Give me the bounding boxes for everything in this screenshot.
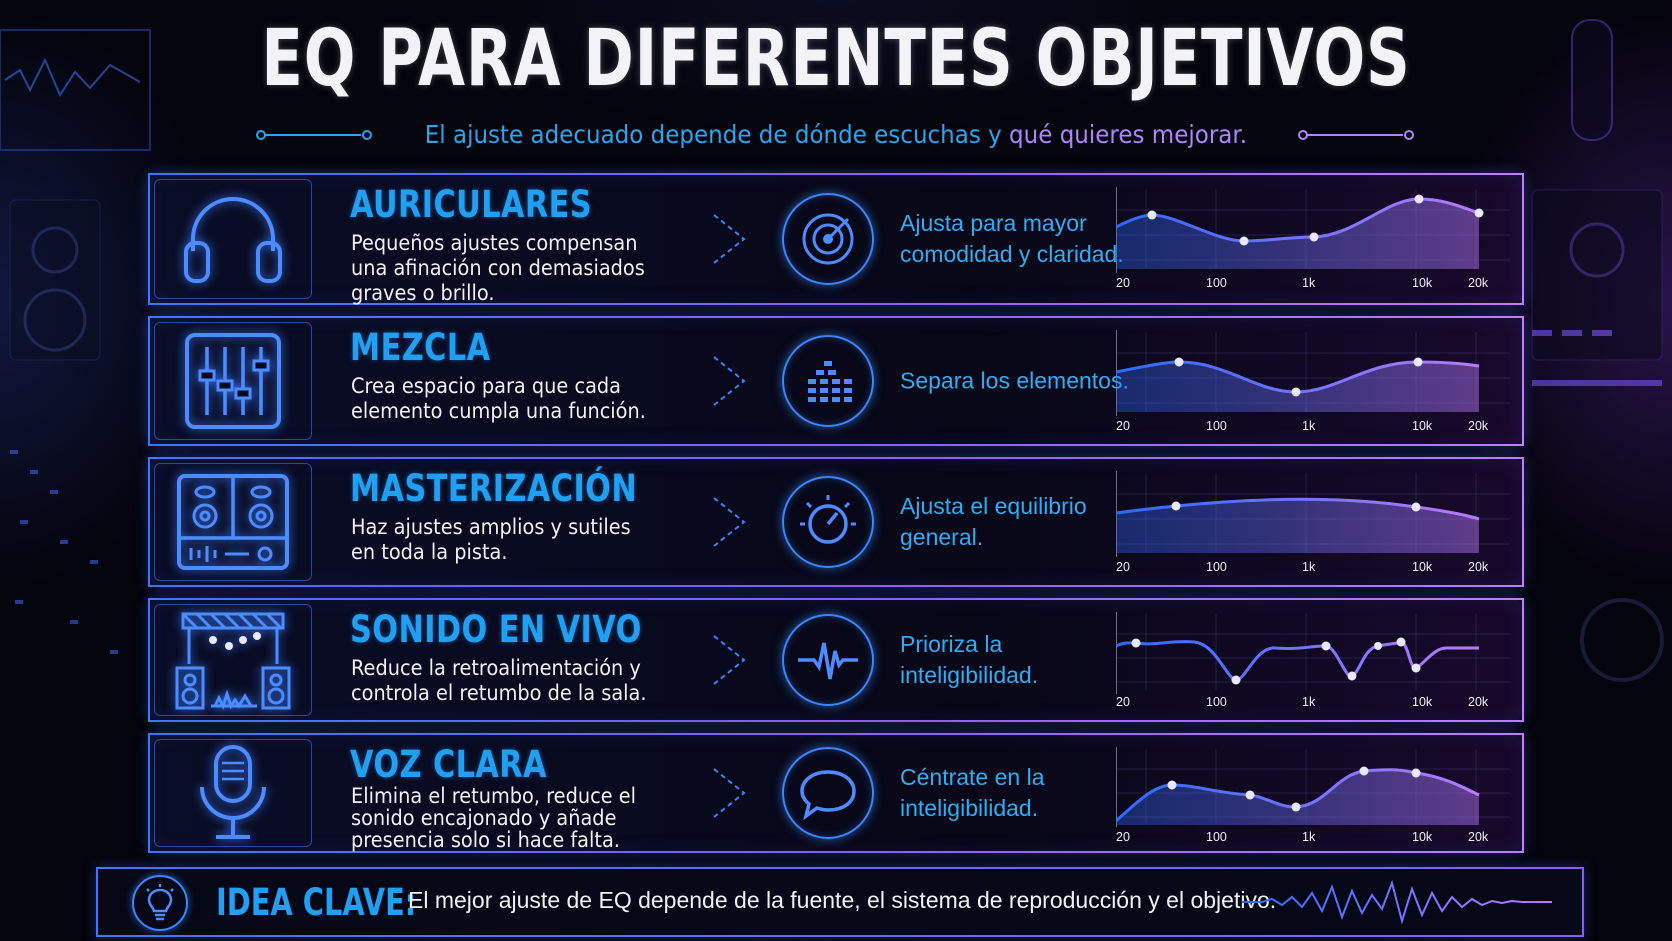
category-title: MEZCLA xyxy=(350,326,491,369)
key-idea-bar: IDEA CLAVE: El mejor ajuste de EQ depend… xyxy=(96,867,1584,937)
freq-tick: 20k xyxy=(1468,419,1489,433)
waveform-icon xyxy=(798,642,858,680)
freq-tick: 20 xyxy=(1116,560,1130,574)
freq-tick: 20 xyxy=(1116,419,1130,433)
lightbulb-icon xyxy=(146,884,174,921)
key-idea-label: IDEA CLAVE: xyxy=(216,881,417,924)
target-icon xyxy=(802,213,854,265)
headphones-icon xyxy=(184,197,282,283)
freq-tick: 1k xyxy=(1302,830,1316,844)
stage-speakers-icon xyxy=(175,612,291,710)
freq-tick: 20k xyxy=(1468,560,1489,574)
eq-curve-chart: 20 100 1k 10k 20k xyxy=(1116,187,1510,290)
category-description: Pequeños ajustes compensan una afinación… xyxy=(351,231,645,305)
card-sonido-en-vivo: SONIDO EN VIVO Reduce la retroalimentaci… xyxy=(148,598,1524,722)
freq-tick: 100 xyxy=(1206,419,1227,433)
goal-text: Ajusta para mayor comodidad y claridad. xyxy=(900,210,1124,267)
category-description: Elimina el retumbo, reduce el sonido enc… xyxy=(351,784,636,852)
freq-tick: 20k xyxy=(1468,695,1489,709)
goal-icon-circle xyxy=(782,614,874,706)
studio-left-decoration xyxy=(0,29,151,654)
category-icon-box xyxy=(154,604,312,716)
freq-tick: 10k xyxy=(1412,560,1433,574)
category-description: Haz ajustes amplios y sutiles en toda la… xyxy=(351,515,631,564)
eq-curve-chart: 20 100 1k 10k 20k xyxy=(1116,747,1510,844)
goal-text: Separa los elementos. xyxy=(900,367,1129,394)
freq-tick: 20k xyxy=(1468,276,1489,290)
freq-tick: 1k xyxy=(1302,695,1316,709)
freq-tick: 1k xyxy=(1302,419,1316,433)
freq-tick: 100 xyxy=(1206,830,1227,844)
freq-tick: 10k xyxy=(1412,695,1433,709)
goal-text: Prioriza la inteligibilidad. xyxy=(900,631,1039,688)
lightbulb-icon-circle xyxy=(132,875,188,931)
page-title: EQ PARA DIFERENTES OBJETIVOS xyxy=(261,14,1411,104)
freq-tick: 100 xyxy=(1206,276,1227,290)
freq-tick: 20 xyxy=(1116,695,1130,709)
category-icon-box xyxy=(154,322,312,440)
freq-tick: 100 xyxy=(1206,695,1227,709)
decorative-line-left xyxy=(256,129,373,140)
chevron-right-icon xyxy=(713,635,746,685)
card-auriculares: AURICULARES Pequeños ajustes compensan u… xyxy=(148,173,1524,305)
chevron-right-icon xyxy=(713,768,746,818)
chevron-right-icon xyxy=(713,356,746,406)
goal-icon-circle xyxy=(782,747,874,839)
freq-tick: 10k xyxy=(1412,830,1433,844)
knob-icon xyxy=(800,495,856,544)
card-mezcla: MEZCLA Crea espacio para que cada elemen… xyxy=(148,316,1524,446)
eq-curve-chart: 20 100 1k 10k 20k xyxy=(1116,471,1510,574)
category-icon-box xyxy=(154,179,312,299)
category-title: AURICULARES xyxy=(350,183,593,226)
microphone-icon xyxy=(200,745,266,839)
stacked-bars-icon xyxy=(808,361,852,402)
freq-tick: 1k xyxy=(1302,560,1316,574)
key-idea-text: El mejor ajuste de EQ depende de la fuen… xyxy=(408,887,1277,913)
freq-tick: 20 xyxy=(1116,830,1130,844)
freq-tick: 10k xyxy=(1412,419,1433,433)
speech-bubble-icon xyxy=(800,770,856,820)
category-icon-box xyxy=(154,739,312,847)
card-voz-clara: VOZ CLARA Elimina el retumbo, reduce el … xyxy=(148,733,1524,853)
chevron-right-icon xyxy=(713,214,746,264)
goal-icon-circle xyxy=(782,335,874,427)
sound-wave-decoration xyxy=(1242,879,1552,925)
category-icon-box xyxy=(154,463,312,581)
goal-text: Ajusta el equilibrio general. xyxy=(900,493,1087,550)
category-description: Crea espacio para que cada elemento cump… xyxy=(351,374,646,423)
goal-text: Céntrate en la inteligibilidad. xyxy=(900,764,1045,821)
freq-tick: 10k xyxy=(1412,276,1433,290)
decorative-line-right xyxy=(1297,129,1414,140)
freq-tick: 1k xyxy=(1302,276,1316,290)
category-description: Reduce la retroalimentación y controla e… xyxy=(351,656,647,705)
studio-right-decoration xyxy=(1531,19,1664,682)
freq-tick: 100 xyxy=(1206,560,1227,574)
chevron-right-icon xyxy=(713,497,746,547)
goal-icon-circle xyxy=(782,476,874,568)
card-masterizacion: MASTERIZACIÓN Haz ajustes amplios y suti… xyxy=(148,457,1524,587)
category-title: MASTERIZACIÓN xyxy=(350,467,638,510)
freq-tick: 20k xyxy=(1468,830,1489,844)
eq-curve-chart: 20 100 1k 10k 20k xyxy=(1116,612,1510,709)
category-title: SONIDO EN VIVO xyxy=(350,608,642,651)
freq-tick: 20 xyxy=(1116,276,1130,290)
category-title: VOZ CLARA xyxy=(350,743,547,786)
eq-curve-chart: 20 100 1k 10k 20k xyxy=(1116,330,1510,433)
subtitle-row: El ajuste adecuado depende de dónde escu… xyxy=(0,120,1672,149)
mastering-console-icon xyxy=(177,474,289,570)
subtitle: El ajuste adecuado depende de dónde escu… xyxy=(424,120,1248,149)
mixer-faders-icon xyxy=(185,333,281,429)
goal-icon-circle xyxy=(782,193,874,285)
